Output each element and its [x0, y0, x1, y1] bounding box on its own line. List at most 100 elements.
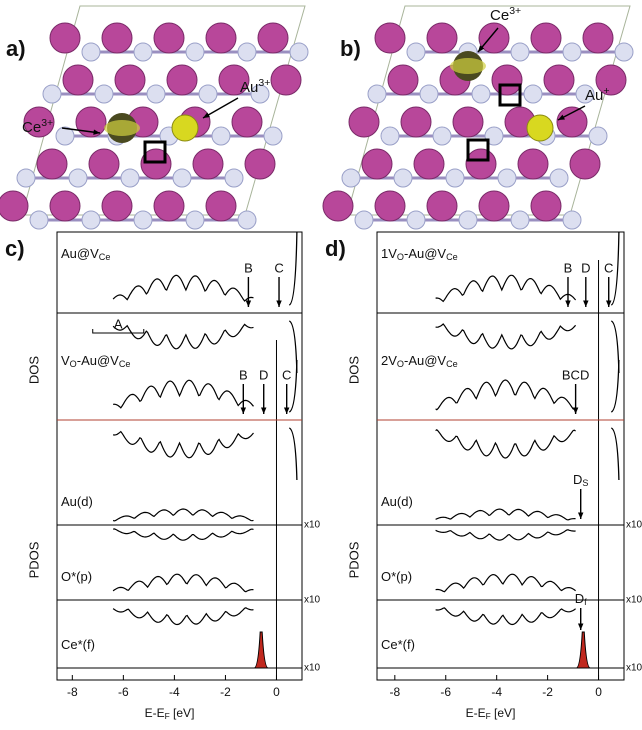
- scale-factor: x10: [304, 663, 321, 674]
- cerium-atom: [557, 107, 587, 137]
- peak-label: C: [604, 260, 613, 275]
- cerium-atom: [375, 191, 405, 221]
- text-part: Au: [240, 79, 258, 96]
- cerium-atom: [154, 191, 184, 221]
- peak-arrow-head: [578, 513, 583, 519]
- text-part: E-E: [466, 706, 486, 720]
- cerium-atom: [492, 65, 522, 95]
- x-axis-label: E-EF [eV]: [145, 706, 195, 720]
- x-tick-label: 0: [595, 685, 602, 699]
- peak-label: D: [581, 260, 590, 275]
- text-part: 1V: [381, 246, 397, 261]
- text-part: E-E: [145, 706, 165, 720]
- sub: O: [397, 252, 404, 262]
- oxygen-atom: [225, 169, 243, 187]
- oxygen-atom: [524, 85, 542, 103]
- oxygen-atom: [43, 85, 61, 103]
- oxygen-atom: [498, 169, 516, 187]
- y-axis-label: PDOS: [26, 541, 41, 578]
- dos-curve: [436, 574, 576, 592]
- cerium-atom: [323, 191, 353, 221]
- cerium-atom: [245, 149, 275, 179]
- row-label: Au(d): [61, 494, 93, 509]
- oxygen-atom: [30, 211, 48, 229]
- text-part: O*(p): [381, 569, 412, 584]
- y-axis-label: DOS: [26, 356, 41, 385]
- dos-curve: [113, 509, 253, 521]
- sub: Ce: [99, 252, 111, 262]
- row-label: 1VO-Au@VCe: [381, 246, 458, 262]
- oxygen-atom: [381, 127, 399, 145]
- oxygen-atom: [17, 169, 35, 187]
- cerium-atom: [271, 65, 301, 95]
- peak-arrow-head: [284, 408, 289, 414]
- row-label: O*(p): [381, 569, 412, 584]
- x-tick-label: -6: [440, 685, 451, 699]
- oxygen-atom: [134, 211, 152, 229]
- peak-label: B: [239, 367, 248, 382]
- x-tick-label: -2: [220, 685, 231, 699]
- scale-factor: x10: [626, 663, 642, 674]
- oxygen-atom: [342, 169, 360, 187]
- text-part: [eV]: [170, 706, 195, 720]
- text-part: 2V: [381, 353, 397, 368]
- cerium-atom: [375, 23, 405, 53]
- f-orbital: [104, 120, 140, 136]
- peak-label: DS: [573, 472, 588, 488]
- cerium-atom: [232, 107, 262, 137]
- cerium-atom: [518, 149, 548, 179]
- sub: Ce: [446, 252, 458, 262]
- text-part: [eV]: [491, 706, 516, 720]
- y-axis-label: PDOS: [346, 541, 361, 578]
- dos-curve: [436, 430, 576, 458]
- x-tick-label: -2: [542, 685, 553, 699]
- oxygen-atom: [95, 85, 113, 103]
- text-part: Ce*(f): [61, 637, 95, 652]
- text-part: Au@V: [61, 246, 99, 261]
- cerium-atom: [427, 23, 457, 53]
- gold-atom: [527, 115, 553, 141]
- dos-curve: [113, 529, 253, 540]
- oxygen-atom: [511, 211, 529, 229]
- sup: 3+: [258, 77, 270, 89]
- text-part: Ce: [22, 119, 41, 136]
- row-label: O*(p): [61, 569, 92, 584]
- cerium-atom: [63, 65, 93, 95]
- cerium-atom: [0, 191, 28, 221]
- peak-arrow-head: [246, 301, 251, 307]
- text-part: V: [61, 353, 70, 368]
- oxygen-atom: [472, 85, 490, 103]
- oxygen-atom: [563, 211, 581, 229]
- oxygen-atom: [199, 85, 217, 103]
- row-label: 2VO-Au@VCe: [381, 353, 458, 369]
- annotation: Au+: [585, 85, 610, 104]
- cerium-atom: [50, 23, 80, 53]
- text-part: Au(d): [61, 494, 93, 509]
- cerium-atom: [102, 23, 132, 53]
- text-part: -Au@V: [77, 353, 119, 368]
- oxygen-atom: [446, 169, 464, 187]
- text-part: Ce: [490, 7, 509, 24]
- cerium-atom: [388, 65, 418, 95]
- plot-frame: [377, 232, 624, 680]
- peak-label: C: [282, 367, 291, 382]
- cerium-atom: [479, 191, 509, 221]
- sub: O: [70, 359, 77, 369]
- cerium-atom: [50, 191, 80, 221]
- peak-arrow-head: [261, 408, 266, 414]
- sub: Ce: [446, 359, 458, 369]
- scale-factor: x10: [304, 520, 321, 531]
- oxygen-atom: [186, 211, 204, 229]
- band-edge: [289, 232, 297, 373]
- scale-factor: x10: [304, 595, 321, 606]
- figure: a)b)Au3+Ce3+Ce3+Au+c)-8-6-4-20E-EF [eV]D…: [0, 0, 642, 725]
- row-label: Ce*(f): [61, 637, 95, 652]
- oxygen-atom: [238, 43, 256, 61]
- dos-curve: [436, 380, 576, 410]
- dos-curve: [113, 574, 253, 592]
- row-label: Au(d): [381, 494, 413, 509]
- text-part: O*(p): [61, 569, 92, 584]
- cerium-atom: [427, 191, 457, 221]
- cerium-atom: [362, 149, 392, 179]
- x-tick-label: 0: [273, 685, 280, 699]
